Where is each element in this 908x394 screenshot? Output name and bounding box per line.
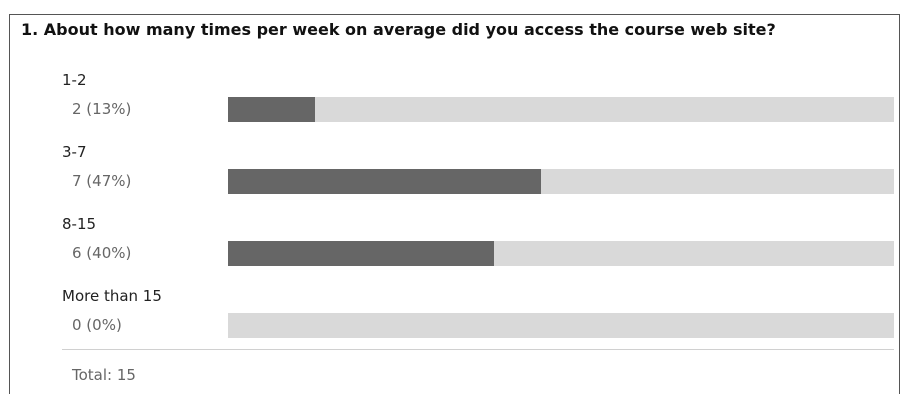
option-count-1-2: 2 (13%) xyxy=(72,100,132,118)
option-label-1-2: 1-2 xyxy=(62,71,87,89)
total-count: Total: 15 xyxy=(72,366,136,384)
survey-question-panel: 1. About how many times per week on aver… xyxy=(9,14,900,394)
option-count-more-than-15: 0 (0%) xyxy=(72,316,122,334)
question-title: 1. About how many times per week on aver… xyxy=(21,20,776,39)
option-label-more-than-15: More than 15 xyxy=(62,287,162,305)
option-label-3-7: 3-7 xyxy=(62,143,87,161)
bar-track-1-2 xyxy=(228,97,894,122)
bar-fill-1-2 xyxy=(228,97,315,122)
option-count-3-7: 7 (47%) xyxy=(72,172,132,190)
option-count-8-15: 6 (40%) xyxy=(72,244,132,262)
bar-track-8-15 xyxy=(228,241,894,266)
total-divider xyxy=(62,349,894,350)
bar-track-more-than-15 xyxy=(228,313,894,338)
bar-fill-8-15 xyxy=(228,241,495,266)
bar-fill-3-7 xyxy=(228,169,542,194)
bar-track-3-7 xyxy=(228,169,894,194)
option-label-8-15: 8-15 xyxy=(62,215,97,233)
